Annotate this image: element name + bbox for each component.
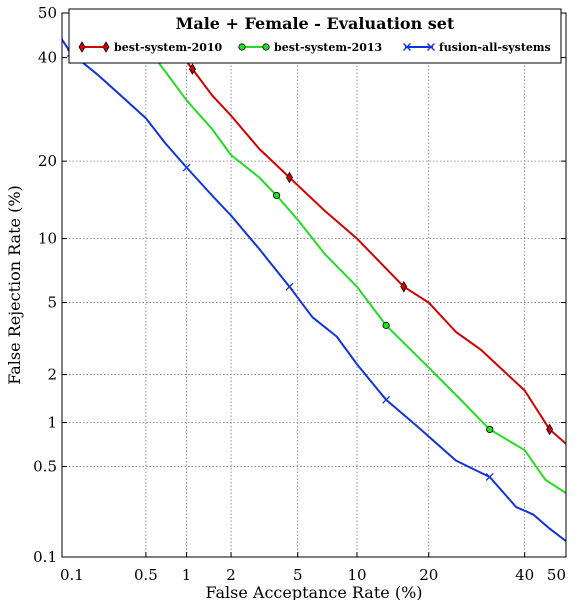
y-tick-label: 2: [47, 366, 57, 384]
legend-marker-best-system-2010: [78, 41, 86, 53]
legend-label-best-system-2013: best-system-2013: [274, 41, 382, 54]
legend-marker-fusion-all-systems: [427, 43, 435, 51]
x-tick-label: 1: [182, 566, 192, 584]
legend-marker-best-system-2013: [238, 43, 246, 51]
legend: Male + Female - Evaluation set best-syst…: [68, 8, 562, 64]
y-tick-label: 0.5: [33, 457, 57, 475]
series-line-best-system-2010: [150, 13, 566, 445]
series-best-system-2013: [129, 13, 566, 494]
x-tick-label: 10: [347, 566, 366, 584]
y-tick-label: 10: [38, 230, 57, 248]
y-tick-label: 5: [47, 294, 57, 312]
legend-item-best-system-2010: best-system-2010: [78, 41, 223, 54]
x-tick-label: 2: [226, 566, 236, 584]
series-marker-best-system-2010: [400, 280, 408, 293]
series-marker-best-system-2013: [273, 191, 281, 200]
legend-items: best-system-2010 best-system-2013 fusion-a…: [78, 41, 551, 54]
series-marker-best-system-2010: [188, 63, 196, 75]
y-tick-label: 0.1: [33, 548, 57, 566]
series-line-best-system-2013: [129, 13, 566, 494]
series-marker-best-system-2010: [546, 423, 554, 436]
tick-labels: 0.1 0.5 1 2 5 10 20 40 50 0.1 0.5 1 2 5 10 20 40 50: [33, 4, 567, 584]
y-tick-label: 50: [38, 4, 57, 22]
legend-label-fusion-all-systems: fusion-all-systems: [439, 41, 551, 54]
series-marker-fusion-all-systems: [182, 163, 191, 172]
chart-title: Male + Female - Evaluation set: [176, 14, 455, 33]
series-marker-fusion-all-systems: [485, 472, 494, 481]
series-marker-fusion-all-systems: [382, 395, 391, 404]
legend-marker-fusion-all-systems: [403, 43, 411, 51]
series-marker-best-system-2013: [486, 425, 494, 434]
series-line-fusion-all-systems: [62, 39, 566, 542]
y-tick-label: 40: [38, 49, 57, 67]
legend-marker-best-system-2013: [262, 43, 270, 51]
x-tick-label: 20: [419, 566, 438, 584]
x-tick-label: 5: [293, 566, 303, 584]
series-best-system-2010: [150, 13, 566, 445]
legend-item-fusion-all-systems: fusion-all-systems: [403, 41, 551, 54]
x-tick-label: 50: [547, 566, 566, 584]
legend-label-best-system-2010: best-system-2010: [114, 41, 223, 54]
legend-item-best-system-2013: best-system-2013: [238, 41, 382, 54]
y-tick-label: 1: [47, 414, 57, 432]
y-tick-label: 20: [38, 152, 57, 170]
x-tick-label: 0.5: [134, 566, 158, 584]
x-tick-label: 40: [515, 566, 534, 584]
series-marker-best-system-2010: [286, 171, 293, 184]
series-layer: [62, 13, 566, 542]
legend-box: [68, 8, 562, 64]
series-marker-fusion-all-systems: [285, 282, 294, 291]
x-tick-label: 0.1: [60, 566, 84, 584]
x-axis-label: False Acceptance Rate (%): [205, 583, 422, 600]
series-marker-best-system-2013: [382, 321, 390, 329]
y-axis-label: False Rejection Rate (%): [5, 185, 24, 385]
legend-marker-best-system-2010: [102, 41, 110, 53]
